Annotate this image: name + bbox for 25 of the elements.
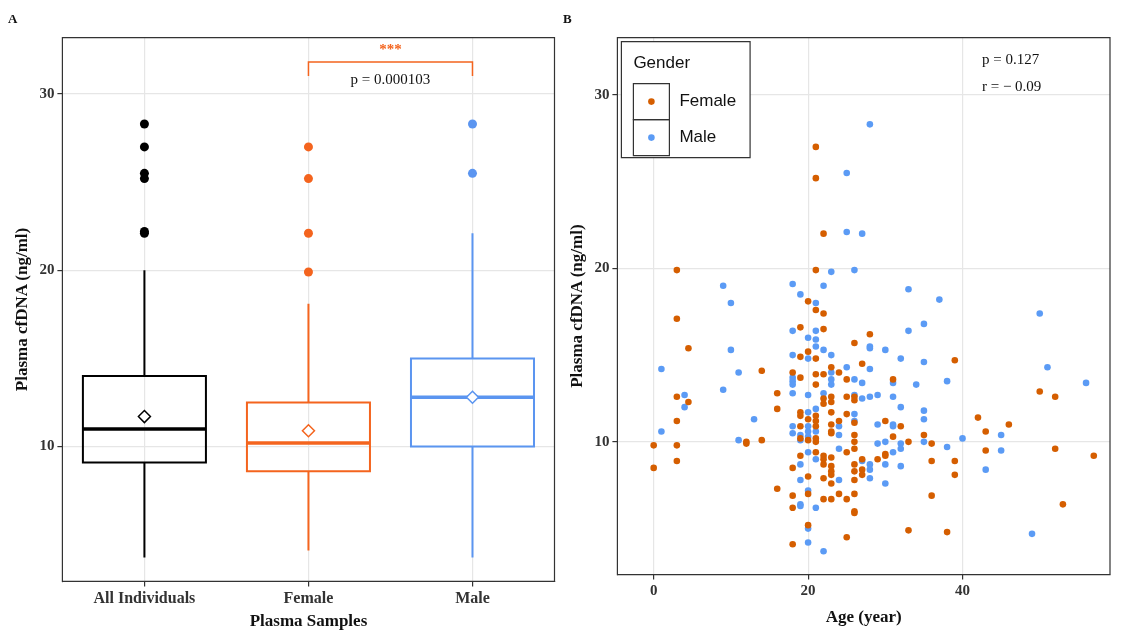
x-tick-label: 20 xyxy=(800,582,816,599)
y-axis-title: Plasma cfDNA (ng/ml) xyxy=(11,227,31,392)
annotation: r = − 0.09 xyxy=(981,77,1042,94)
annotation: p = 0.127 xyxy=(981,50,1040,67)
legend-label: Male xyxy=(679,127,717,147)
chart-title: B xyxy=(563,11,572,27)
legend-title: Gender xyxy=(633,53,691,73)
y-tick-label: 20 xyxy=(39,261,55,278)
y-axis-title: Plasma cfDNA (ng/ml) xyxy=(566,224,586,388)
x-tick-label: 0 xyxy=(649,582,658,599)
x-tick-label: Male xyxy=(455,589,490,607)
x-tick-label: All Individuals xyxy=(93,589,196,607)
y-tick-label: 30 xyxy=(39,84,55,101)
y-tick-label: 30 xyxy=(594,85,610,102)
chart-title: A xyxy=(8,11,18,27)
y-tick-label: 20 xyxy=(594,259,610,276)
y-tick-label: 10 xyxy=(39,437,55,454)
annotation: *** xyxy=(379,41,402,58)
x-tick-label: Female xyxy=(283,589,334,607)
x-tick-label: 40 xyxy=(955,582,971,599)
x-axis-title: Age (year) xyxy=(825,607,902,627)
x-axis-title: Plasma Samples xyxy=(249,611,368,631)
annotation: p = 0.000103 xyxy=(350,70,431,87)
y-tick-label: 10 xyxy=(594,432,610,449)
legend-label: Female xyxy=(679,91,737,111)
